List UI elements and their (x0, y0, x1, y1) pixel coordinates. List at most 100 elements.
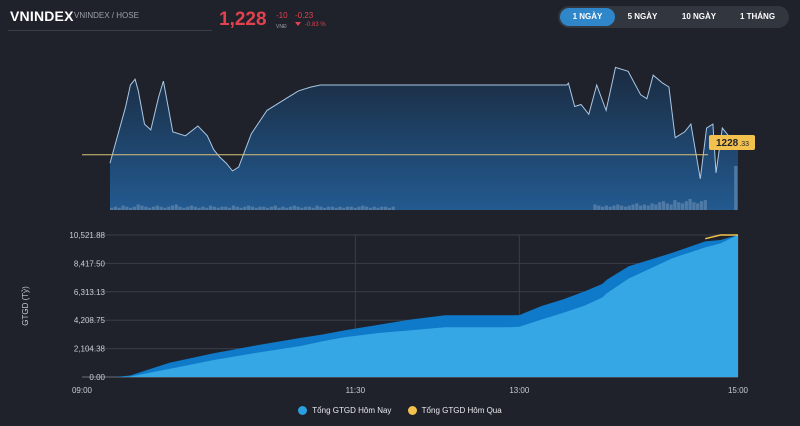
volume-bar (319, 206, 323, 210)
volume-bar (292, 205, 296, 210)
y-tick-label: 10,521.88 (69, 231, 105, 240)
volume-bar (273, 205, 277, 210)
legend-dot-yesterday (407, 406, 417, 415)
y-axis-label: GTGD (Tỷ) (21, 286, 30, 326)
legend-dot-today (298, 406, 308, 415)
volume-bar (144, 206, 148, 210)
volume-bar (155, 205, 159, 210)
volume-bar (357, 206, 361, 210)
volume-bar (338, 206, 342, 210)
volume-bar (334, 207, 338, 210)
volume-bar (140, 205, 144, 210)
volume-bar (311, 207, 315, 210)
y-tick-label: 0.00 (89, 373, 105, 382)
volume-bar (677, 202, 681, 210)
x-tick-label: 09:00 (72, 386, 93, 395)
volume-bar (296, 206, 300, 210)
volume-bar (342, 207, 346, 210)
volume-bar (616, 204, 620, 210)
index-name: VNINDEX (10, 8, 74, 24)
volume-bar (654, 204, 658, 210)
legend: Tổng GTGD Hôm Nay Tổng GTGD Hôm Qua (0, 406, 800, 417)
tab-1-day[interactable]: 1 NGÀY (560, 8, 615, 26)
volume-bar (601, 206, 605, 210)
volume-bar (167, 206, 171, 210)
volume-bar (285, 207, 289, 210)
volume-bar (703, 200, 707, 210)
y-tick-label: 4,208.75 (74, 316, 106, 325)
volume-bar (365, 206, 369, 210)
legend-label-today: Tổng GTGD Hôm Nay (312, 406, 392, 415)
volume-bar (269, 206, 274, 210)
volume-bar (349, 206, 353, 210)
change-unit: VNĐ (276, 24, 287, 30)
volume-bar (372, 206, 376, 210)
volume-bar (159, 206, 163, 210)
volume-bar (228, 207, 232, 210)
volume-bar (277, 207, 281, 210)
volume-bar (353, 207, 357, 210)
volume-bar (391, 206, 395, 210)
volume-bar (121, 205, 125, 210)
volume-bar (608, 206, 612, 210)
change-percent-text: -0.83 % (305, 22, 326, 28)
volume-bar (178, 206, 182, 210)
volume-bar (189, 205, 194, 210)
tab-1-month[interactable]: 1 THÁNG (739, 12, 776, 21)
price-line (109, 66, 739, 179)
volume-bar (661, 201, 666, 210)
reference-price-label: 1228.33 (716, 138, 749, 149)
volume-bar (627, 205, 631, 210)
volume-bar (650, 203, 654, 210)
volume-bar (125, 206, 129, 210)
legend-item-today[interactable]: Tổng GTGD Hôm Nay (298, 406, 391, 415)
volume-bar (258, 206, 262, 210)
volume-bar (262, 206, 266, 210)
volume-bar (646, 205, 650, 210)
tab-10-day[interactable]: 10 NGÀY (681, 12, 717, 21)
volume-bar (597, 205, 601, 210)
period-tabs: 1 NGÀY 5 NGÀY 10 NGÀY 1 THÁNG (558, 6, 789, 28)
volume-bar (346, 206, 350, 210)
volume-bar (136, 204, 140, 210)
volume-bar (315, 205, 319, 210)
legend-label-yesterday: Tổng GTGD Hôm Qua (421, 406, 502, 415)
volume-bar (182, 207, 186, 210)
y-tick-label: 6,313.13 (74, 288, 106, 297)
volume-bar (281, 206, 285, 210)
volume-bar (604, 205, 608, 210)
volume-bar (593, 204, 597, 210)
y-tick-label: 2,104.38 (74, 345, 106, 354)
volume-bar (699, 201, 704, 210)
volume-bar (113, 206, 117, 210)
x-tick-label: 15:00 (728, 386, 749, 395)
volume-bar (239, 207, 243, 210)
change-value: -0.23 (295, 11, 314, 20)
y-tick-label: 8,417.50 (74, 259, 106, 268)
x-tick-label: 11:30 (346, 386, 366, 395)
x-tick-label: 13:00 (509, 386, 530, 395)
volume-bar (254, 207, 258, 210)
volume-bar (635, 203, 639, 210)
tab-5-day[interactable]: 5 NGÀY (627, 12, 658, 21)
yesterday-line (705, 234, 738, 240)
volume-bar (212, 206, 216, 210)
volume-bar (129, 207, 133, 210)
reference-price-decimals: .33 (739, 141, 749, 148)
volume-bar (680, 203, 685, 210)
volume-bar (673, 200, 677, 210)
value-chart: 0.00 2,104.38 4,208.75 6,313.13 8,417.50 10,5… (21, 231, 749, 395)
volume-bar (658, 202, 662, 210)
volume-bar (304, 206, 308, 210)
volume-bar (642, 204, 646, 210)
volume-bar (639, 205, 643, 210)
volume-bar (231, 205, 235, 210)
volume-bar (243, 206, 247, 210)
legend-item-yesterday[interactable]: Tổng GTGD Hôm Qua (407, 406, 502, 415)
change-percent: -0.83 % (295, 22, 326, 28)
today-area-lower (82, 235, 738, 377)
volume-bar (148, 207, 152, 210)
change-points: -10 (276, 11, 288, 20)
volume-bar (220, 206, 224, 210)
